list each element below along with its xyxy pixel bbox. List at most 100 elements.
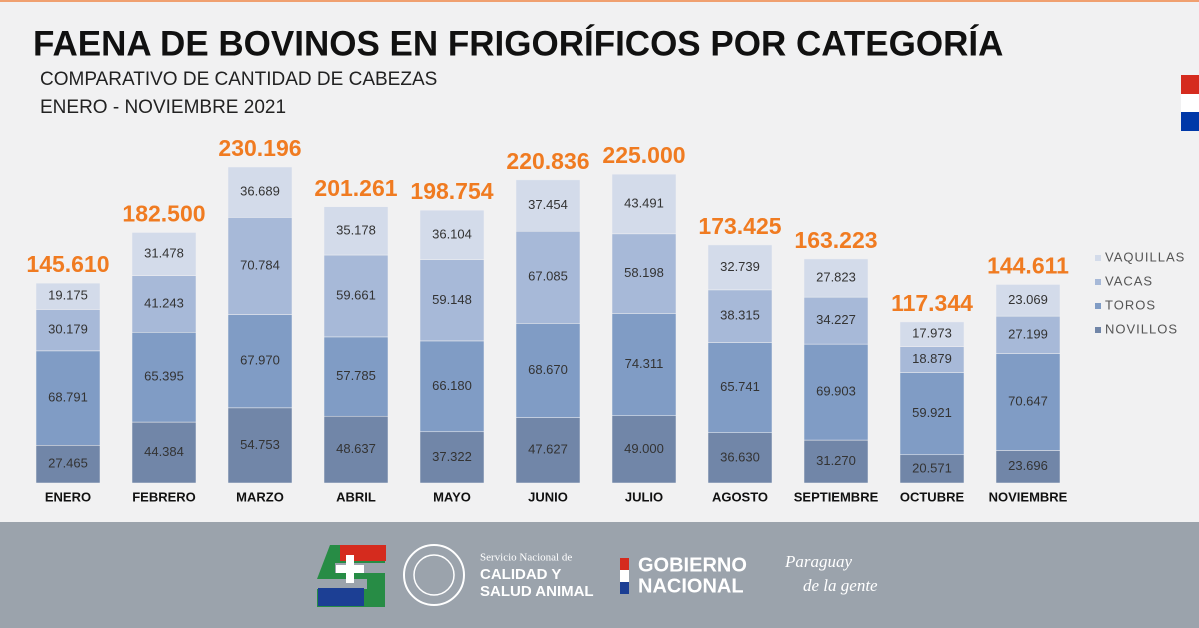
x-tick-label: FEBRERO [132,489,196,504]
total-label: 225.000 [602,142,685,168]
segment-label: 74.311 [625,356,664,371]
agency-text: Servicio Nacional de [480,552,572,564]
bar-segment [323,336,389,417]
legend-label: TOROS [1105,297,1156,312]
gov-flag [620,570,629,582]
x-tick-label: ABRIL [336,489,376,504]
segment-label: 65.741 [720,379,760,394]
total-label: 163.223 [794,227,877,253]
bar-segment [995,315,1061,354]
chart-title: FAENA DE BOVINOS EN FRIGORÍFICOS POR CAT… [33,23,1003,63]
bar-segment [131,232,197,276]
total-label: 173.425 [698,213,781,239]
segment-label: 37.454 [528,197,568,212]
segment-label: 67.970 [240,353,280,368]
bar-segment [707,342,773,433]
segment-label: 38.315 [720,308,760,323]
segment-label: 23.069 [1008,292,1048,307]
bar-segment [515,231,581,324]
total-label: 117.344 [891,290,973,316]
segment-label: 23.696 [1008,458,1048,473]
bar-segment [323,206,389,256]
segment-label: 27.823 [816,269,856,284]
bar-segment [131,275,197,333]
segment-label: 27.465 [48,456,88,471]
legend-label: NOVILLOS [1105,321,1178,336]
agency-text: SALUD ANIMAL [480,583,594,600]
segment-label: 67.085 [528,269,568,284]
total-label: 230.196 [218,135,301,161]
segment-label: 44.384 [144,444,184,459]
total-label: 201.261 [314,175,397,201]
segment-label: 70.784 [240,257,280,272]
segment-label: 47.627 [528,442,568,457]
x-tick-label: AGOSTO [712,489,768,504]
legend-label: VACAS [1105,273,1153,288]
x-tick-label: SEPTIEMBRE [794,489,879,504]
logo-s [317,545,386,607]
bar-segment [995,450,1061,484]
bar-segment [899,321,965,347]
x-tick-label: JULIO [625,489,663,504]
x-tick-label: NOVIEMBRE [989,489,1068,504]
bar-segment [227,407,293,484]
legend-swatch [1095,327,1101,333]
bar-segment [419,209,485,260]
total-label: 182.500 [122,201,205,227]
segment-label: 57.785 [336,368,376,383]
bar-segment [515,417,581,484]
segment-label: 66.180 [432,378,472,393]
bar-segment [323,254,389,338]
gov-text: GOBIERNO [638,554,747,576]
segment-label: 35.178 [336,222,376,237]
bar-segment [419,340,485,433]
top-rule [0,0,1199,2]
bar-segment [611,233,677,314]
bar-segment [899,346,965,373]
segment-label: 65.395 [144,369,184,384]
segment-label: 68.670 [528,362,568,377]
flag [1181,75,1199,131]
x-tick-label: ENERO [45,489,91,504]
chart-subtitle: COMPARATIVO DE CANTIDAD DE CABEZAS [40,69,437,90]
segment-label: 54.753 [240,437,280,452]
bar-segment [707,244,773,291]
x-tick-label: MAYO [433,489,471,504]
legend-label: VAQUILLAS [1105,249,1185,264]
legend-swatch [1095,303,1101,309]
bar-segment [131,332,197,423]
bar-segment [899,372,965,456]
segment-label: 18.879 [912,351,952,366]
seal [403,544,465,606]
x-tick-label: OCTUBRE [900,489,965,504]
segment-label: 48.637 [336,441,376,456]
segment-label: 43.491 [624,195,664,210]
bar-segment [227,217,293,315]
total-label: 220.836 [506,148,589,174]
segment-label: 49.000 [624,441,664,456]
bar-segment [227,166,293,218]
bar-segment [35,445,101,484]
seal-inner [413,554,455,596]
segment-label: 32.739 [720,259,760,274]
segment-label: 31.270 [816,453,856,468]
gov-text: NACIONAL [638,575,744,597]
segment-label: 30.179 [48,322,88,337]
bar-segment [803,439,869,484]
bar-segment [803,343,869,441]
bar-segment [611,415,677,484]
bar-segment [803,258,869,298]
segment-label: 17.973 [912,326,952,341]
x-tick-label: MARZO [236,489,284,504]
segment-label: 41.243 [144,295,184,310]
total-label: 198.754 [410,178,493,204]
segment-label: 69.903 [816,384,856,399]
segment-label: 36.104 [432,226,472,241]
segment-label: 20.571 [912,460,952,475]
bar-segment [419,431,485,484]
slogan: de la gente [803,576,878,595]
segment-label: 34.227 [816,312,856,327]
segment-label: 70.647 [1008,393,1048,408]
gov-flag [620,558,629,570]
